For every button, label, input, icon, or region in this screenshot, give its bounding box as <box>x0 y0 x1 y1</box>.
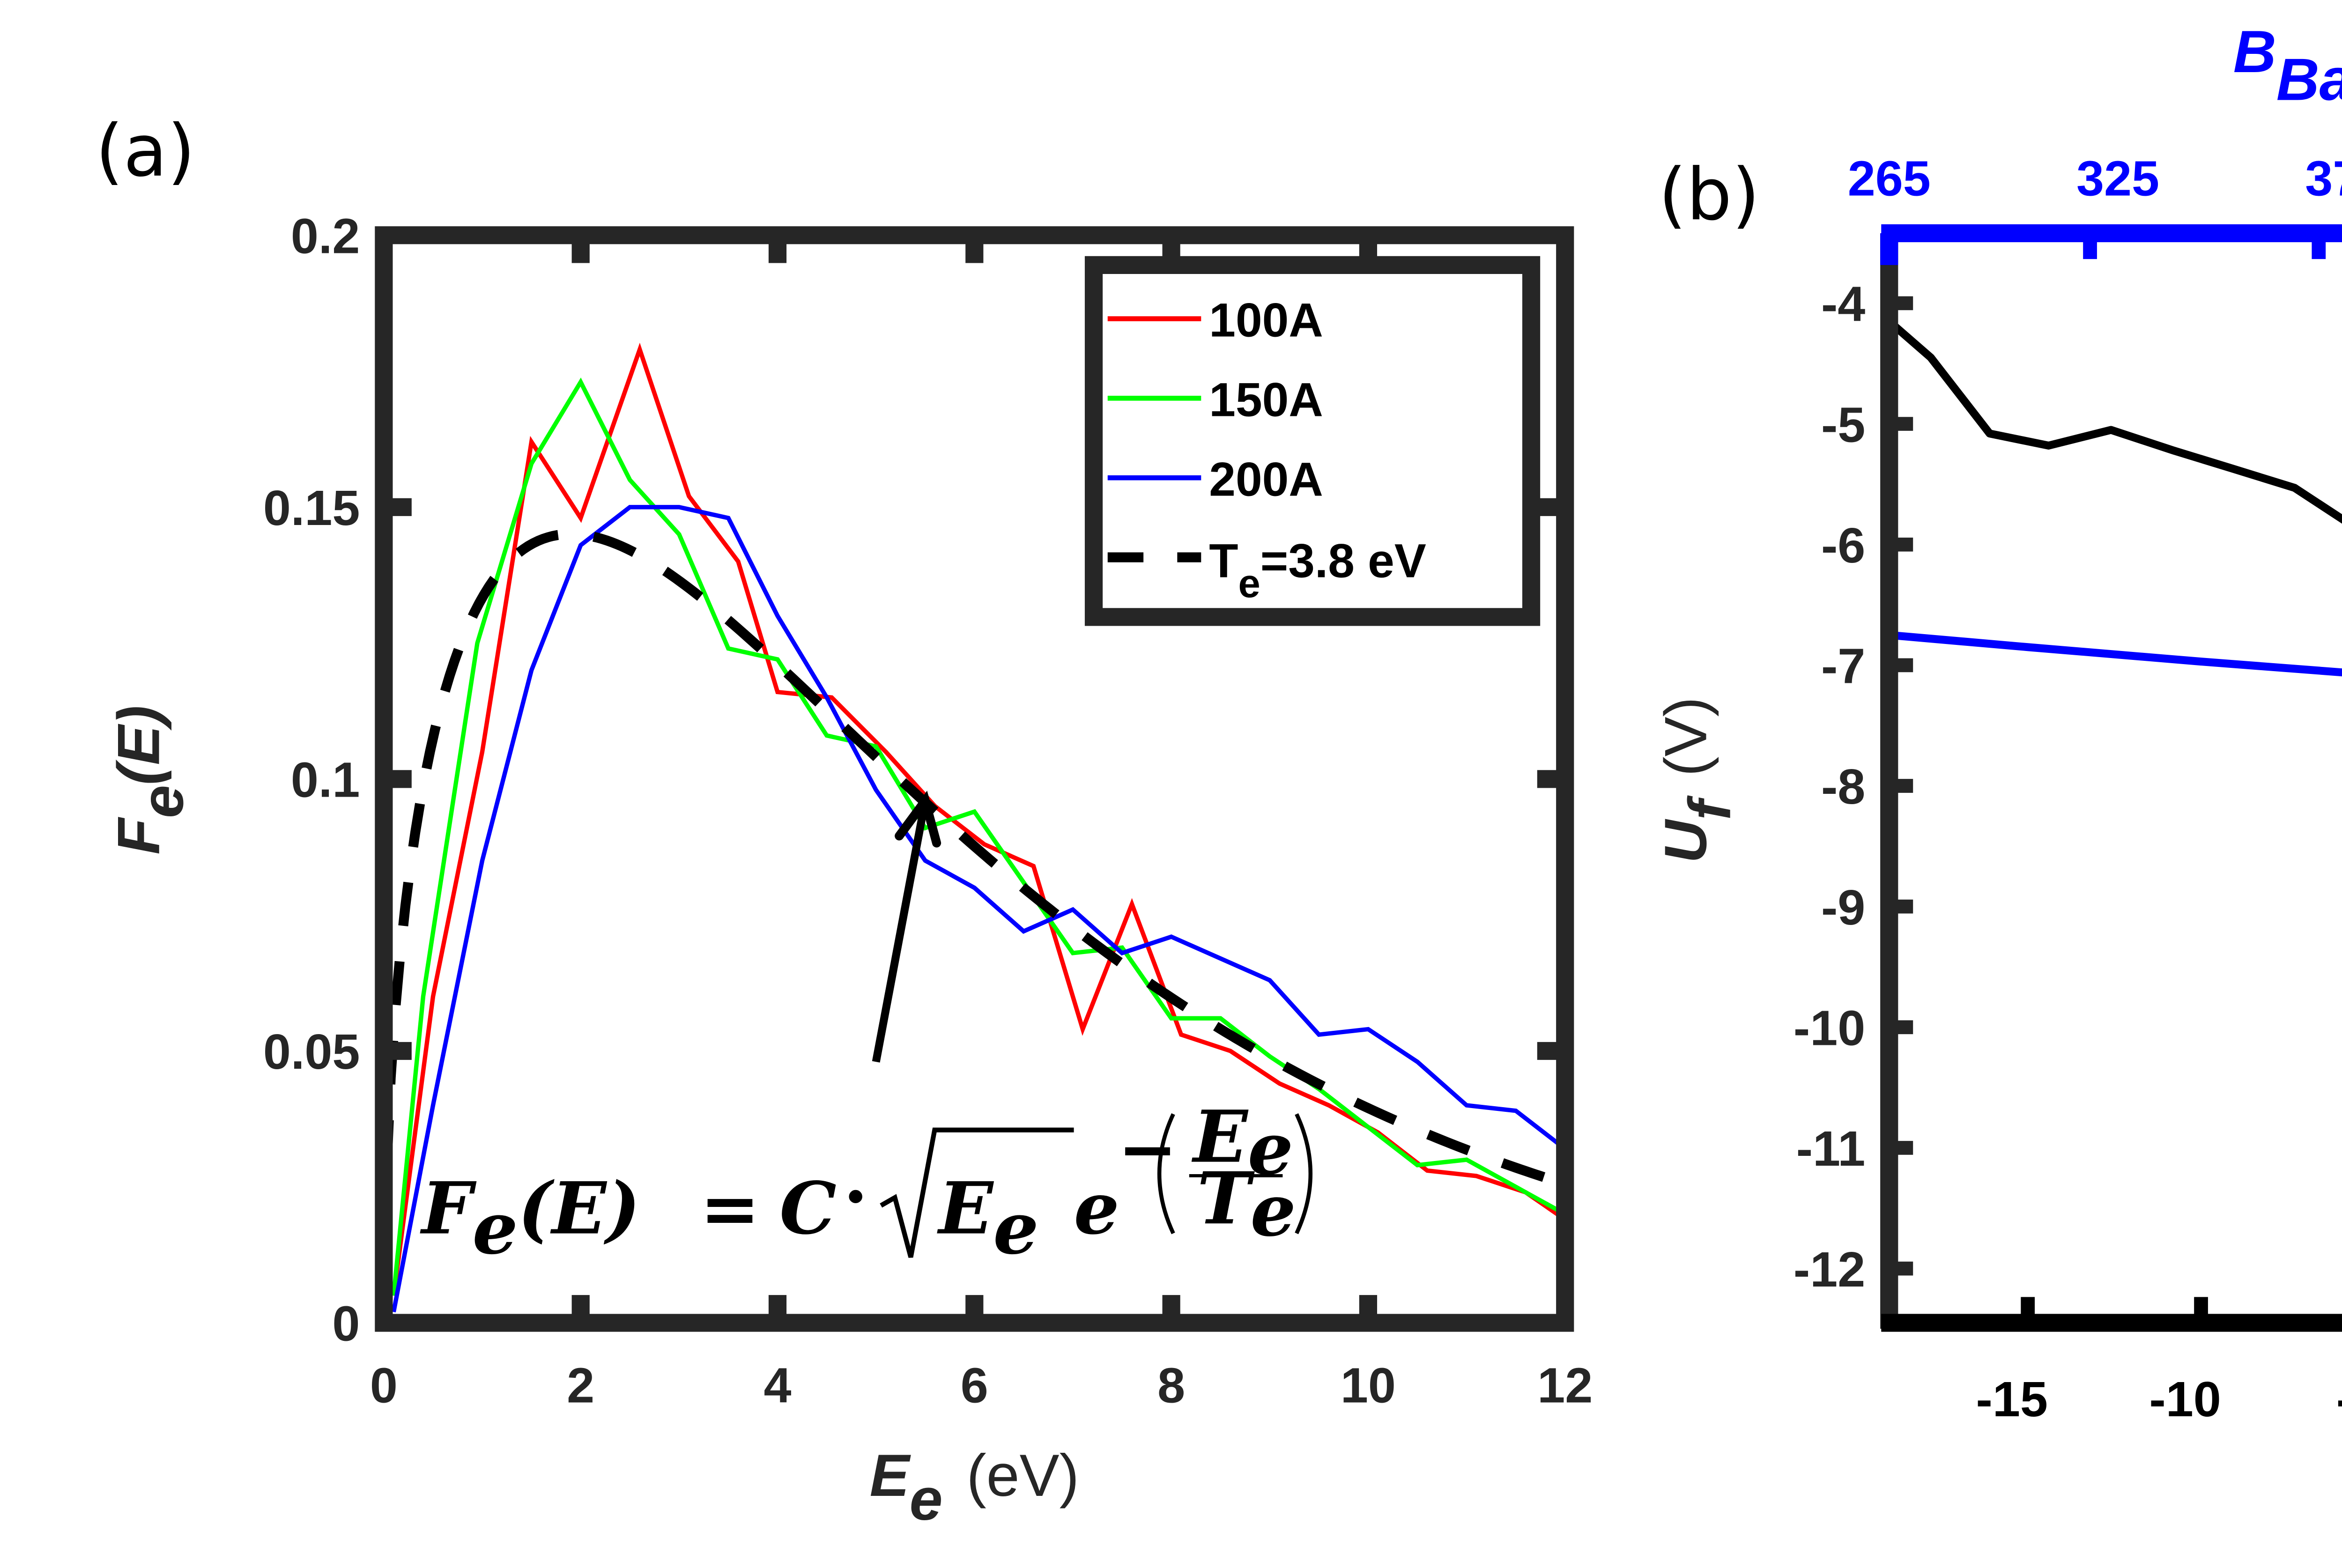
y-tick-label: 0.2 <box>291 208 360 264</box>
arrow-shaft <box>872 800 929 1063</box>
formula-equals: = <box>700 1166 760 1250</box>
formula-exp-base: e <box>1074 1166 1119 1250</box>
series-line-uniform <box>1889 631 2342 677</box>
formula-sqrt-arg: Ee <box>937 1166 1039 1270</box>
panel-a-x-axis-label: Ee (eV) <box>870 1442 1079 1532</box>
panel-a-y-axis-label: Fe(E) <box>105 705 196 854</box>
legend-box <box>1084 256 1541 626</box>
y-tick-label: -11 <box>1796 1121 1866 1176</box>
panel-b-y-axis-label: Uf(V) <box>1653 697 1743 863</box>
formula-F: F <box>420 1166 477 1250</box>
formula-annotation: Fe(E) = C · Ee e − Ee Te <box>420 1095 1312 1271</box>
y-tick-label: 0 <box>332 1296 360 1352</box>
y-tick-label: -8 <box>1821 759 1865 814</box>
x-tick-label: -15 <box>1976 1372 2048 1427</box>
y-tick-label: -12 <box>1794 1242 1865 1297</box>
panel-b-label: (b) <box>1659 153 1760 237</box>
top-tick-label: 265 <box>1848 151 1931 206</box>
series-line-double-null <box>1889 318 2342 524</box>
formula-F-sub: e <box>473 1186 518 1271</box>
x-tick-label: 0 <box>370 1358 398 1413</box>
y-tick-label: -9 <box>1821 880 1865 935</box>
x-tick-label: -10 <box>2149 1372 2221 1427</box>
arrow-head-icon <box>895 791 941 848</box>
x-tick-label: 2 <box>567 1358 594 1413</box>
y-tick-label: -10 <box>1794 1001 1865 1056</box>
x-label-symbol: E <box>870 1442 912 1509</box>
y-label-symbol: U <box>1653 819 1719 863</box>
y-tick-label: -4 <box>1821 277 1865 332</box>
panel-a: 0 2 4 6 8 10 12 00.050.10.150.2 Ee (eV) Fe(E) 1… <box>105 208 1593 1532</box>
y-label-tail: (E) <box>105 705 172 785</box>
legend-label: 150A <box>1209 373 1323 427</box>
panel-b-series <box>1889 318 2342 677</box>
x-tick-label: -5 <box>2336 1372 2342 1427</box>
legend-label: 200A <box>1209 452 1323 506</box>
formula-exp-denominator: Te <box>1197 1156 1296 1252</box>
formula-sqrt-sub: e <box>993 1186 1038 1271</box>
sqrt-icon <box>880 1127 1074 1258</box>
y-tick-label: 0.1 <box>291 753 360 808</box>
formula-den-sub: e <box>1251 1169 1296 1253</box>
series-line-t-e-3-8-ev <box>384 529 1565 1323</box>
panel-b-y-ticks: -4 -5 -6 -7 -8 -9 -10 -11 -12 <box>1794 277 1913 1297</box>
x-tick-label: 10 <box>1341 1358 1396 1413</box>
top-label-subscript: Background <box>2276 46 2342 113</box>
panel-a-series <box>384 342 1565 1323</box>
y-label-subscript: e <box>129 785 196 818</box>
formula-C: C <box>779 1166 837 1250</box>
top-tick-label: 375 <box>2305 151 2342 206</box>
y-tick-label: 0.15 <box>263 481 360 536</box>
panel-a-y-ticks: 0 0.05 0.1 0.15 0.2 <box>263 208 1565 1352</box>
x-tick-label: 12 <box>1537 1358 1593 1413</box>
panel-a-label: (a) <box>96 110 195 193</box>
legend-label: Te=3.8 eV <box>1209 534 1426 605</box>
series-line-150a <box>391 377 1565 1296</box>
panel-a-x-ticks: 0 2 4 6 8 10 12 <box>370 235 1593 1413</box>
y-tick-label: -5 <box>1821 397 1865 452</box>
panel-b: -15-10-50510 -4-5-6-7-8-9-10-11-12 26532… <box>1653 18 2342 1427</box>
formula-F-arg: (E) <box>518 1166 640 1250</box>
y-tick-label: 0.05 <box>263 1024 360 1080</box>
x-tick-label: 8 <box>1157 1358 1185 1413</box>
top-label-symbol: B <box>2233 18 2276 85</box>
x-label-subscript: e <box>910 1466 943 1532</box>
paren-left-icon <box>1157 1113 1175 1235</box>
y-tick-label: -6 <box>1821 518 1865 573</box>
formula-dot: · <box>843 1154 868 1239</box>
paren-right-icon <box>1295 1113 1312 1235</box>
formula-den-T: T <box>1197 1156 1255 1241</box>
panel-b-top-ticks: 265325375425475525 <box>1848 151 2342 259</box>
formula-lhs: Fe(E) <box>420 1166 640 1270</box>
panel-b-top-axis-label: BBackground(G) <box>2233 18 2342 112</box>
y-label-symbol: F <box>105 817 172 855</box>
formula-num-E: E <box>1191 1095 1249 1179</box>
legend-label: 100A <box>1209 294 1323 347</box>
x-label-unit: (eV) <box>966 1442 1079 1509</box>
y-tick-label: -7 <box>1821 639 1865 694</box>
x-tick-label: 4 <box>763 1358 791 1413</box>
series-line-200a <box>391 505 1565 1313</box>
panel-b-x-ticks: -15-10-50510 <box>1976 1297 2342 1427</box>
formula-exp-minus: − <box>1118 1107 1178 1191</box>
arrow-annotation <box>872 791 941 1063</box>
y-label-unit: (V) <box>1653 697 1719 777</box>
x-tick-label: 6 <box>961 1358 988 1413</box>
panel-a-legend: 100A 150A 200A Te=3.8 eV <box>1084 256 1541 626</box>
formula-sqrt-E: E <box>937 1166 994 1250</box>
top-tick-label: 325 <box>2076 151 2159 206</box>
